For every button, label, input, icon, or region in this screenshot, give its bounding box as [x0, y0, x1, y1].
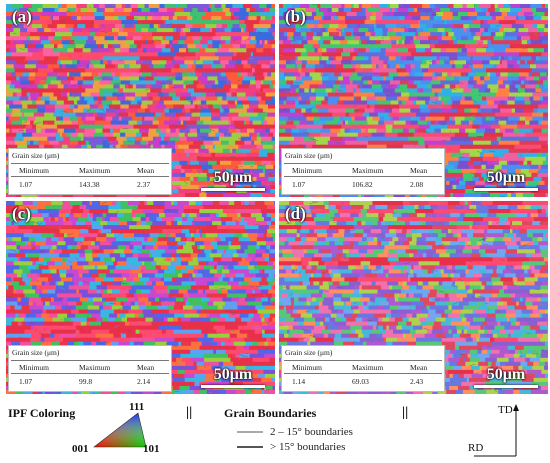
legend-separator: ||: [402, 405, 409, 420]
grain-size-table: Grain size (μm) Minimum Maximum Mean 1.0…: [281, 148, 445, 195]
ebsd-map-a: [6, 4, 275, 197]
scale-bar: 50μm: [474, 366, 538, 388]
panel-label: (a): [12, 7, 32, 26]
header-mean: Mean: [410, 166, 428, 175]
scale-bar-label: 50μm: [486, 366, 526, 383]
ebsd-panel-a: (a) Grain size (μm) Minimum Maximum Mean…: [6, 4, 275, 197]
grain-size-table: Grain size (μm) Minimum Maximum Mean 1.0…: [8, 345, 172, 392]
table-title: Grain size (μm): [12, 348, 60, 357]
scale-bar-label: 50μm: [213, 169, 253, 186]
scale-bar-line: [201, 385, 265, 388]
ipf-triangle-icon: [93, 412, 147, 448]
value-mean: 2.37: [137, 180, 151, 189]
value-maximum: 106.82: [352, 180, 373, 189]
value-minimum: 1.14: [292, 377, 306, 386]
low-angle-swatch: [237, 431, 263, 434]
td-rd-axes-icon: [474, 404, 519, 457]
table-title: Grain size (μm): [285, 151, 333, 160]
low-angle-label: 2 – 15° boundaries: [270, 426, 353, 438]
header-maximum: Maximum: [79, 363, 111, 372]
ebsd-panel-d: (d) Grain size (μm) Minimum Maximum Mean…: [279, 201, 548, 394]
header-maximum: Maximum: [352, 363, 384, 372]
value-mean: 2.14: [137, 377, 151, 386]
value-mean: 2.43: [410, 377, 424, 386]
ipf-coloring-label: IPF Coloring: [8, 406, 76, 420]
header-maximum: Maximum: [79, 166, 111, 175]
value-mean: 2.08: [410, 180, 424, 189]
table-rule: [11, 176, 169, 177]
high-angle-swatch: [237, 446, 263, 449]
scale-bar: 50μm: [474, 169, 538, 191]
ebsd-panel-c: (c) Grain size (μm) Minimum Maximum Mean…: [6, 201, 275, 394]
grain-size-table: Grain size (μm) Minimum Maximum Mean 1.1…: [281, 345, 445, 392]
high-angle-boundary-entry: > 15° boundaries: [237, 441, 345, 453]
header-minimum: Minimum: [19, 166, 50, 175]
panel-label: (d): [285, 204, 306, 223]
panel-label: (c): [12, 204, 31, 223]
value-minimum: 1.07: [19, 180, 33, 189]
td-axis-label: TD: [498, 404, 513, 416]
value-minimum: 1.07: [19, 377, 33, 386]
header-mean: Mean: [137, 363, 155, 372]
grain-boundaries-label: Grain Boundaries: [224, 406, 317, 420]
ipf-101-label: 101: [143, 443, 160, 455]
scale-bar: 50μm: [201, 169, 265, 191]
table-rule: [11, 163, 169, 164]
scale-bar-label: 50μm: [486, 169, 526, 186]
figure-legend: IPF Coloring 111 001 101 || Grain Bounda…: [0, 398, 550, 463]
table-rule: [11, 360, 169, 361]
ipf-111-label: 111: [129, 401, 145, 413]
value-minimum: 1.07: [292, 180, 306, 189]
table-rule: [284, 163, 442, 164]
table-rule: [284, 176, 442, 177]
table-title: Grain size (μm): [12, 151, 60, 160]
grain-size-table: Grain size (μm) Minimum Maximum Mean 1.0…: [8, 148, 172, 195]
low-angle-boundary-entry: 2 – 15° boundaries: [237, 426, 353, 438]
value-maximum: 99.8: [79, 377, 93, 386]
value-maximum: 143.38: [79, 180, 100, 189]
header-mean: Mean: [410, 363, 428, 372]
header-mean: Mean: [137, 166, 155, 175]
header-minimum: Minimum: [19, 363, 50, 372]
scale-bar-line: [201, 188, 265, 191]
table-rule: [11, 373, 169, 374]
legend-separator: ||: [186, 405, 193, 420]
scale-bar-line: [474, 385, 538, 388]
value-maximum: 69.03: [352, 377, 369, 386]
rd-axis-label: RD: [468, 442, 484, 454]
high-angle-label: > 15° boundaries: [270, 441, 346, 453]
scale-bar-label: 50μm: [213, 366, 253, 383]
header-minimum: Minimum: [292, 363, 323, 372]
scale-bar-line: [474, 188, 538, 191]
table-title: Grain size (μm): [285, 348, 333, 357]
panel-label: (b): [285, 7, 306, 26]
ipf-001-label: 001: [72, 443, 89, 455]
table-rule: [284, 360, 442, 361]
table-rule: [284, 373, 442, 374]
scale-bar: 50μm: [201, 366, 265, 388]
ebsd-panel-b: (b) Grain size (μm) Minimum Maximum Mean…: [279, 4, 548, 197]
header-minimum: Minimum: [292, 166, 323, 175]
header-maximum: Maximum: [352, 166, 384, 175]
